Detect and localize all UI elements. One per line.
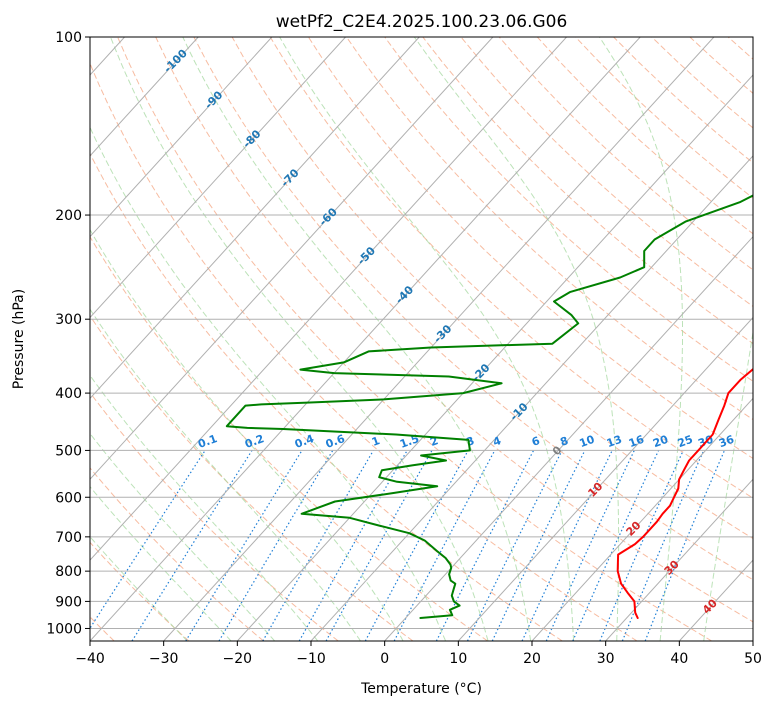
isotherm-line — [90, 37, 420, 400]
x-tick-label: 0 — [380, 651, 389, 667]
mixing-ratio-label: 0.4 — [293, 432, 316, 451]
isotherm-line — [90, 37, 494, 481]
mixing-ratio-label: 0.6 — [324, 432, 347, 451]
y-tick-label: 1000 — [46, 621, 82, 637]
moist-adiabat — [90, 374, 319, 641]
x-tick-label: 40 — [670, 651, 688, 667]
y-tick-label: 800 — [55, 564, 82, 580]
mixing-ratio-label: 8 — [558, 434, 570, 449]
mixing-ratio-label: 6 — [530, 434, 542, 449]
dry-adiabat — [384, 37, 753, 382]
x-tick-label: −20 — [223, 651, 253, 667]
isotherm-line — [457, 316, 753, 641]
mixing-ratio-line — [572, 450, 660, 641]
moist-adiabat — [90, 485, 232, 641]
y-tick-label: 200 — [55, 208, 82, 224]
plot-frame — [89, 36, 754, 642]
isotherm-line — [605, 478, 753, 641]
mixing-ratio-line — [621, 450, 705, 641]
dewpoint-profile — [225, 194, 753, 619]
y-tick-label: 900 — [55, 594, 82, 610]
mixing-ratio-label: 0.1 — [196, 432, 219, 451]
mixing-ratio-line — [364, 450, 469, 641]
y-tick-label: 700 — [55, 530, 82, 546]
dry-adiabat — [346, 37, 753, 421]
mixing-ratio-label: 3 — [465, 434, 477, 449]
isotherm-line — [90, 37, 641, 641]
x-tick-label: −40 — [75, 651, 105, 667]
moist-adiabat — [90, 535, 188, 641]
x-tick-label: 20 — [523, 651, 541, 667]
isotherm-line — [310, 155, 753, 641]
isotherm-line — [531, 397, 753, 641]
mixing-ratio-label: 36 — [717, 433, 736, 451]
y-tick-label: 400 — [55, 386, 82, 402]
isotherm-line — [90, 37, 273, 238]
y-tick-label: 300 — [55, 312, 82, 328]
profile-lines — [225, 194, 753, 619]
mixing-ratio-line — [325, 450, 433, 641]
mixing-ratio-label: 1 — [370, 434, 382, 449]
x-tick-label: −10 — [296, 651, 326, 667]
isotherm-line — [163, 37, 715, 641]
isotherm-line — [90, 37, 199, 157]
x-tick-label: 10 — [449, 651, 467, 667]
moist-adiabat — [279, 37, 575, 641]
isotherm-line — [236, 74, 753, 641]
dry-adiabat — [90, 62, 638, 641]
y-tick-label: 100 — [55, 30, 82, 46]
mixing-ratio-line — [90, 450, 206, 630]
mixing-ratio-line — [185, 450, 303, 641]
dry-adiabat — [90, 467, 264, 641]
dry-adiabat — [90, 235, 488, 641]
axis-ticks: −40 −30 −20 −10 0 10 20 30 40 5010020030040050060… — [46, 30, 762, 667]
x-tick-label: −30 — [149, 651, 179, 667]
y-tick-label: 500 — [55, 443, 82, 459]
mixing-ratio-label: 16 — [627, 433, 646, 451]
isotherm-line — [90, 37, 567, 561]
dry-adiabat — [90, 152, 563, 641]
moist-adiabat — [110, 37, 489, 641]
mixing-ratio-label: 20 — [651, 433, 670, 451]
mixing-ratio-label: 13 — [605, 433, 624, 450]
mixing-ratio-line — [466, 450, 563, 641]
mixing-ratio-label: 4 — [491, 434, 503, 449]
background-lines — [90, 37, 753, 641]
dry-adiabat — [269, 37, 753, 499]
x-tick-label: 50 — [744, 651, 762, 667]
dry-adiabat — [460, 37, 753, 308]
y-tick-label: 600 — [55, 490, 82, 506]
moist-adiabat — [703, 328, 753, 641]
mixing-ratio-label: 10 — [578, 433, 597, 451]
mixing-ratio-label: 0.2 — [243, 432, 266, 451]
moist-adiabat — [598, 37, 683, 641]
moist-adiabat — [413, 37, 620, 641]
moist-adiabat — [90, 432, 275, 641]
isotherm-line — [384, 235, 753, 641]
dry-adiabat — [193, 37, 753, 581]
mixing-ratio-label: 2 — [428, 434, 440, 449]
x-tick-label: 30 — [597, 651, 615, 667]
chart-title: wetPf2_C2E4.2025.100.23.06.G06 — [276, 12, 568, 32]
isotherm-line — [90, 37, 346, 319]
mixing-ratio-line — [599, 450, 684, 641]
x-axis-label: Temperature (°C) — [360, 681, 482, 697]
y-axis-label: Pressure (hPa) — [11, 289, 27, 389]
mixing-ratio-line — [435, 450, 535, 641]
moist-adiabat — [90, 126, 447, 641]
moist-adiabat — [90, 228, 404, 641]
temperature-profile — [616, 367, 753, 619]
mixing-ratio-label: 25 — [676, 433, 695, 450]
dry-adiabat — [155, 37, 753, 623]
